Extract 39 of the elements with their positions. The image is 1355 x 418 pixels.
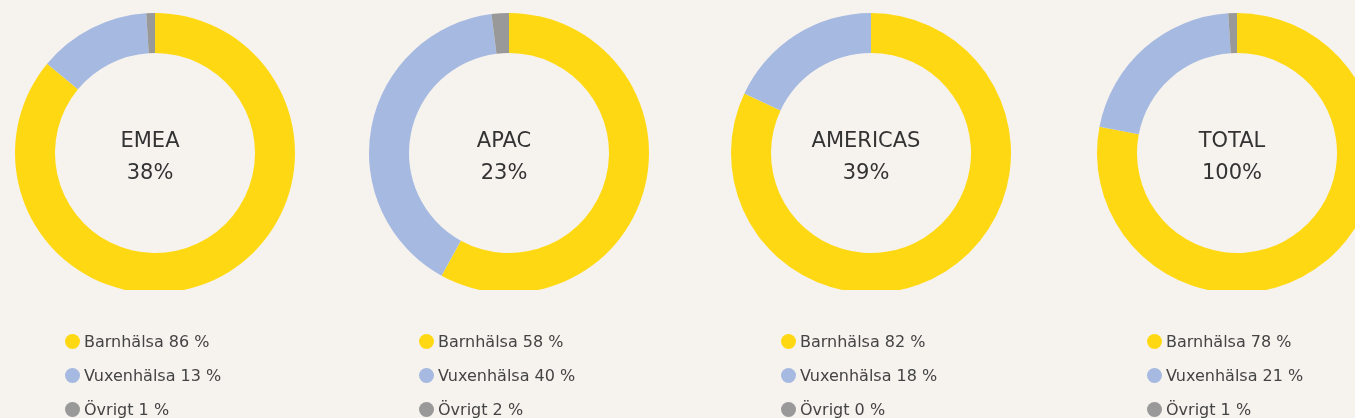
donut-slice	[441, 13, 649, 290]
legend-label: Vuxenhälsa	[438, 365, 530, 385]
data-label: 78 %	[1250, 331, 1292, 351]
legend-label: Övrigt	[1166, 399, 1216, 418]
legend-label: Övrigt	[800, 399, 850, 418]
legend-label: Barnhälsa	[1166, 331, 1246, 351]
text: 23%	[479, 159, 529, 186]
data-label: 58 %	[522, 331, 564, 351]
data-label: 18 %	[896, 365, 938, 385]
legend-label: Övrigt	[84, 399, 134, 418]
data-label: 1 %	[1220, 399, 1252, 418]
data-label: 13 %	[180, 365, 222, 385]
donut-slice	[15, 13, 295, 290]
text: 100%	[1200, 159, 1263, 186]
text: 38%	[125, 159, 175, 186]
text: 0 %	[854, 399, 886, 418]
data-label: 82 %	[884, 331, 926, 351]
legend-label: Vuxenhälsa	[84, 365, 176, 385]
data-label: 86 %	[168, 331, 210, 351]
text: EMEA	[119, 127, 181, 154]
data-label: 1 %	[138, 399, 170, 418]
legend-label: Övrigt	[438, 399, 488, 418]
donut-slice	[47, 13, 149, 90]
donut-slice	[731, 13, 1011, 290]
legend-label: Vuxenhälsa	[1166, 365, 1258, 385]
data-label: 2 %	[492, 399, 524, 418]
donut-slice	[491, 13, 509, 54]
legend-label: Barnhälsa	[800, 331, 880, 351]
donut-slice	[146, 13, 155, 54]
legend-label: Vuxenhälsa	[800, 365, 892, 385]
text: 39%	[841, 159, 891, 186]
data-label: 40 %	[534, 365, 576, 385]
donut-slice	[744, 13, 871, 111]
legend-label: Barnhälsa	[438, 331, 518, 351]
legend-label: Barnhälsa	[84, 331, 164, 351]
text: TOTAL	[1197, 127, 1267, 154]
data-label: 21 %	[1262, 365, 1304, 385]
text: AMERICAS	[810, 127, 922, 154]
text: APAC	[475, 127, 533, 154]
